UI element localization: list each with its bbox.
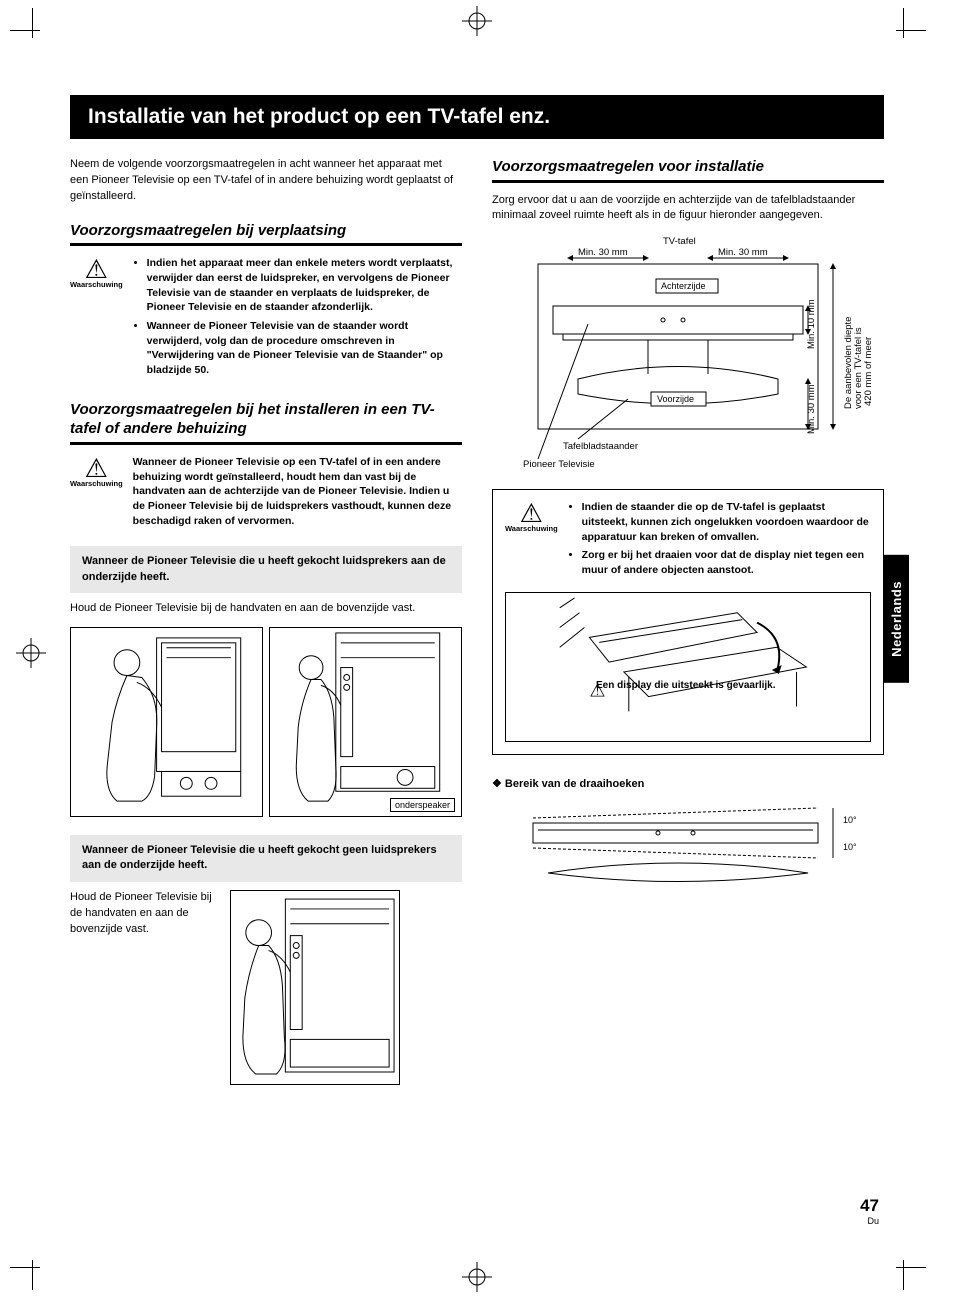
- subsection-heading: Bereik van de draaihoeken: [492, 777, 884, 790]
- warning-item: Wanneer de Pioneer Televisie van de staa…: [147, 319, 462, 378]
- crop-mark: [32, 1260, 33, 1290]
- clearance-diagram: TV-tafel Achterzijde Min. 30 mm Min. 30 …: [492, 234, 884, 469]
- gray-callout: Wanneer de Pioneer Televisie die u heeft…: [70, 835, 462, 882]
- warning-label: Waarschuwing: [70, 479, 123, 488]
- gray-callout: Wanneer de Pioneer Televisie die u heeft…: [70, 546, 462, 593]
- diagram-label: Voorzijde: [657, 394, 694, 404]
- warning-block: ⚠ Waarschuwing Indien de staander die op…: [505, 500, 871, 581]
- warning-text: Wanneer de Pioneer Televisie op een TV-t…: [133, 455, 462, 528]
- diagram-label: Min. 30 mm: [806, 385, 817, 435]
- section-heading: Voorzorgsmaatregelen bij verplaatsing: [70, 221, 462, 247]
- diagram-label: Tafelbladstaander: [563, 441, 638, 452]
- crop-mark: [10, 30, 40, 31]
- warning-block: ⚠ Waarschuwing Wanneer de Pioneer Televi…: [70, 455, 462, 528]
- warning-icon: ⚠ Waarschuwing: [70, 256, 123, 289]
- illustration: [231, 891, 399, 1084]
- framed-warning: ⚠ Waarschuwing Indien de staander die op…: [492, 489, 884, 754]
- illustration: [71, 628, 262, 816]
- crop-mark: [896, 30, 926, 31]
- crop-mark: [903, 8, 904, 38]
- content-columns: Neem de volgende voorzorgsmaatregelen in…: [70, 157, 884, 1103]
- illustration: [270, 628, 461, 816]
- angle-label: 10°: [843, 842, 857, 852]
- left-column: Neem de volgende voorzorgsmaatregelen in…: [70, 157, 462, 1103]
- figure-row: onderspeaker: [70, 627, 462, 817]
- page-number: 47 Du: [860, 1196, 879, 1226]
- intro-text: Neem de volgende voorzorgsmaatregelen in…: [70, 157, 462, 205]
- crop-mark: [10, 1267, 40, 1268]
- figure-person-tv: [230, 890, 400, 1085]
- swivel-figure: 10° 10°: [492, 798, 884, 893]
- body-text: Houd de Pioneer Televisie bij de handvat…: [70, 890, 220, 938]
- figure-person-tv: [70, 627, 263, 817]
- danger-figure: ⚠ Een display die uitsteekt is gevaarlij…: [505, 592, 871, 742]
- warning-list: Indien de staander die op de TV-tafel is…: [568, 500, 871, 581]
- crop-mark: [903, 1260, 904, 1290]
- page-number-value: 47: [860, 1196, 879, 1216]
- warning-item: Indien de staander die op de TV-tafel is…: [582, 500, 871, 544]
- diagram-label: Min. 30 mm: [718, 247, 768, 258]
- warning-item: Indien het apparaat meer dan enkele mete…: [147, 256, 462, 315]
- section-heading: Voorzorgsmaatregelen bij het installeren…: [70, 400, 462, 445]
- diagram-label: 420 mm of meer: [863, 337, 874, 406]
- crop-mark: [32, 8, 33, 38]
- diagram-label: TV-tafel: [663, 236, 696, 247]
- diagram-label: Pioneer Televisie: [523, 459, 595, 469]
- figure-caption: Een display die uitsteekt is gevaarlijk.: [596, 679, 776, 692]
- diagram-label: Min. 30 mm: [578, 247, 628, 258]
- body-text: Houd de Pioneer Televisie bij de handvat…: [70, 601, 462, 617]
- registration-mark: [16, 638, 46, 668]
- registration-mark: [462, 6, 492, 36]
- diagram-label: Achterzijde: [661, 281, 706, 291]
- section-heading: Voorzorgsmaatregelen voor installatie: [492, 157, 884, 183]
- crop-mark: [896, 1267, 926, 1268]
- figure-label: onderspeaker: [390, 798, 455, 812]
- warning-list: Indien het apparaat meer dan enkele mete…: [133, 256, 462, 382]
- diagram-label: Min. 10 mm: [806, 300, 817, 350]
- warning-label: Waarschuwing: [505, 524, 558, 533]
- registration-mark: [462, 1262, 492, 1292]
- figure-person-tv: onderspeaker: [269, 627, 462, 817]
- warning-icon: ⚠ Waarschuwing: [70, 455, 123, 488]
- warning-item: Zorg er bij het draaien voor dat de disp…: [582, 548, 871, 577]
- warning-block: ⚠ Waarschuwing Indien het apparaat meer …: [70, 256, 462, 382]
- angle-label: 10°: [843, 815, 857, 825]
- page-lang: Du: [860, 1216, 879, 1226]
- page-title: Installatie van het product op een TV-ta…: [70, 95, 884, 139]
- warning-icon: ⚠ Waarschuwing: [505, 500, 558, 533]
- warning-label: Waarschuwing: [70, 280, 123, 289]
- body-text: Zorg ervoor dat u aan de voorzijde en ac…: [492, 193, 884, 225]
- right-column: Voorzorgsmaatregelen voor installatie Zo…: [492, 157, 884, 1103]
- language-tab: Nederlands: [884, 555, 909, 683]
